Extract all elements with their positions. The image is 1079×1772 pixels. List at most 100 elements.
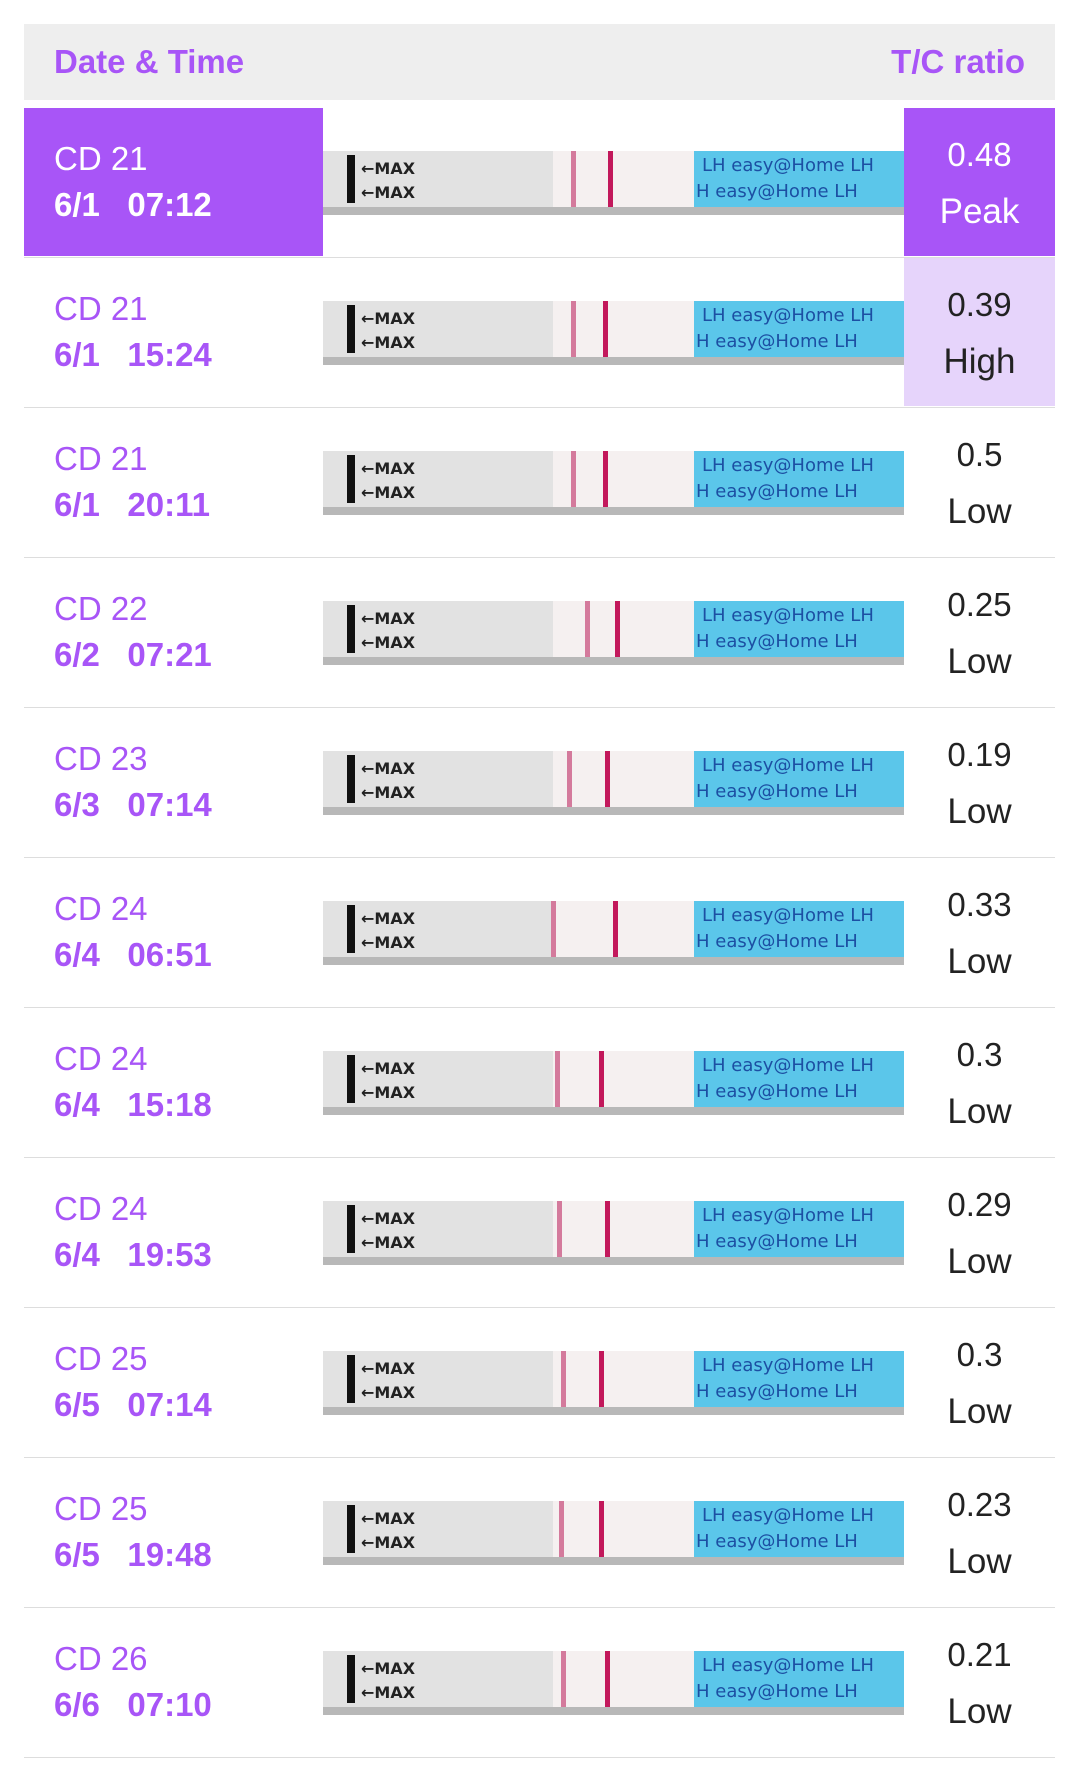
strip-brand-label: LH easy@Home LH H easy@Home LH: [694, 301, 904, 357]
strip-result-window: [553, 1351, 695, 1407]
strip-max-bar: [347, 455, 355, 503]
strip-shadow: [323, 507, 904, 515]
test-datetime: 6/5 19:48: [54, 1536, 212, 1573]
tc-ratio-value: 0.33: [947, 886, 1012, 923]
cycle-day: CD 21: [54, 290, 148, 327]
test-row[interactable]: CD 26 6/6 07:10 ←MAX ←MAX LH easy@Home L…: [24, 1608, 1055, 1758]
test-row[interactable]: CD 24 6/4 19:53 ←MAX ←MAX LH easy@Home L…: [24, 1158, 1055, 1308]
lh-level-label: Low: [947, 1392, 1012, 1431]
test-datetime: 6/1 20:11: [54, 486, 210, 523]
strip-max-label: ←MAX: [361, 1509, 416, 1528]
test-row[interactable]: CD 24 6/4 15:18 ←MAX ←MAX LH easy@Home L…: [24, 1008, 1055, 1158]
strip-max-label: ←MAX: [361, 1233, 416, 1252]
test-datetime: 6/1 15:24: [54, 336, 212, 373]
test-strip-photo[interactable]: ←MAX ←MAX LH easy@Home LH H easy@Home LH: [323, 1351, 904, 1415]
date-cell: CD 26 6/6 07:10: [24, 1608, 323, 1756]
strip-handle: [323, 1201, 553, 1257]
strip-brand-text: H easy@Home LH: [696, 1231, 858, 1252]
date-time-column-header: Date & Time: [54, 43, 245, 80]
strip-brand-text: LH easy@Home LH: [702, 1355, 874, 1376]
test-row[interactable]: CD 22 6/2 07:21 ←MAX ←MAX LH easy@Home L…: [24, 558, 1055, 708]
strip-max-label: ←MAX: [361, 633, 416, 652]
tc-ratio-value: 0.23: [947, 1486, 1012, 1523]
cycle-day: CD 26: [54, 1640, 148, 1677]
strip-brand-label: LH easy@Home LH H easy@Home LH: [694, 1051, 904, 1107]
strip-max-label: ←MAX: [361, 1533, 416, 1552]
test-strip-photo[interactable]: ←MAX ←MAX LH easy@Home LH H easy@Home LH: [323, 901, 904, 965]
tc-ratio-value: 0.25: [947, 586, 1012, 623]
strip-brand-text: LH easy@Home LH: [702, 455, 874, 476]
strip-brand-text: H easy@Home LH: [696, 481, 858, 502]
test-row[interactable]: CD 23 6/3 07:14 ←MAX ←MAX LH easy@Home L…: [24, 708, 1055, 858]
control-line: [603, 451, 608, 507]
tc-ratio-value: 0.5: [956, 436, 1003, 473]
strip-max-label: ←MAX: [361, 1059, 416, 1078]
strip-brand-text: LH easy@Home LH: [702, 1655, 874, 1676]
control-line: [603, 301, 608, 357]
tc-ratio-value: 0.3: [956, 1036, 1003, 1073]
cycle-day: CD 25: [54, 1340, 148, 1377]
strip-shadow: [323, 1557, 904, 1565]
strip-shadow: [323, 1107, 904, 1115]
strip-result-window: [553, 901, 695, 957]
test-row[interactable]: CD 21 6/1 20:11 ←MAX ←MAX LH easy@Home L…: [24, 408, 1055, 558]
test-datetime: 6/4 15:18: [54, 1086, 212, 1123]
strip-result-window: [553, 601, 695, 657]
test-strip-photo[interactable]: ←MAX ←MAX LH easy@Home LH H easy@Home LH: [323, 451, 904, 515]
strip-brand-text: H easy@Home LH: [696, 631, 858, 652]
strip-brand-label: LH easy@Home LH H easy@Home LH: [694, 1501, 904, 1557]
strip-max-bar: [347, 1205, 355, 1253]
date-cell: CD 22 6/2 07:21: [24, 558, 323, 706]
strip-shadow: [323, 957, 904, 965]
test-row[interactable]: CD 21 6/1 15:24 ←MAX ←MAX LH easy@Home L…: [24, 258, 1055, 408]
test-line: [551, 901, 556, 957]
strip-max-label: ←MAX: [361, 309, 416, 328]
test-row[interactable]: CD 21 6/1 07:12 ←MAX ←MAX LH easy@Home L…: [24, 108, 1055, 258]
strip-result-window: [553, 1501, 695, 1557]
test-strip-photo[interactable]: ←MAX ←MAX LH easy@Home LH H easy@Home LH: [323, 1201, 904, 1265]
test-row[interactable]: CD 25 6/5 07:14 ←MAX ←MAX LH easy@Home L…: [24, 1308, 1055, 1458]
tc-ratio-column-header: T/C ratio: [891, 43, 1025, 80]
cycle-day: CD 21: [54, 440, 148, 477]
strip-handle: [323, 451, 553, 507]
strip-max-label: ←MAX: [361, 1083, 416, 1102]
strip-max-bar: [347, 155, 355, 203]
strip-max-label: ←MAX: [361, 909, 416, 928]
cycle-day: CD 25: [54, 1490, 148, 1527]
test-datetime: 6/4 19:53: [54, 1236, 212, 1273]
strip-result-window: [553, 451, 695, 507]
tc-ratio-value: 0.19: [947, 736, 1012, 773]
test-strip-photo[interactable]: ←MAX ←MAX LH easy@Home LH H easy@Home LH: [323, 1051, 904, 1115]
strip-max-label: ←MAX: [361, 933, 416, 952]
test-strip-photo[interactable]: ←MAX ←MAX LH easy@Home LH H easy@Home LH: [323, 1501, 904, 1565]
test-strip-photo[interactable]: ←MAX ←MAX LH easy@Home LH H easy@Home LH: [323, 151, 904, 215]
date-cell: CD 25 6/5 19:48: [24, 1458, 323, 1606]
test-line: [557, 1201, 562, 1257]
strip-handle: [323, 901, 553, 957]
lh-level-label: Low: [947, 642, 1012, 681]
strip-max-bar: [347, 755, 355, 803]
test-strip-photo[interactable]: ←MAX ←MAX LH easy@Home LH H easy@Home LH: [323, 1651, 904, 1715]
strip-result-window: [553, 751, 695, 807]
strip-brand-text: LH easy@Home LH: [702, 1055, 874, 1076]
strip-result-window: [553, 1651, 695, 1707]
strip-max-label: ←MAX: [361, 459, 416, 478]
date-cell: CD 25 6/5 07:14: [24, 1308, 323, 1456]
strip-result-window: [553, 301, 695, 357]
strip-brand-label: LH easy@Home LH H easy@Home LH: [694, 601, 904, 657]
lh-level-label: Low: [947, 1692, 1012, 1731]
test-strip-photo[interactable]: ←MAX ←MAX LH easy@Home LH H easy@Home LH: [323, 301, 904, 365]
strip-handle: [323, 151, 553, 207]
strip-max-bar: [347, 1505, 355, 1553]
test-row[interactable]: CD 25 6/5 19:48 ←MAX ←MAX LH easy@Home L…: [24, 1458, 1055, 1608]
strip-brand-text: LH easy@Home LH: [702, 755, 874, 776]
strip-brand-label: LH easy@Home LH H easy@Home LH: [694, 451, 904, 507]
strip-brand-label: LH easy@Home LH H easy@Home LH: [694, 901, 904, 957]
test-row[interactable]: CD 24 6/4 06:51 ←MAX ←MAX LH easy@Home L…: [24, 858, 1055, 1008]
test-strip-photo[interactable]: ←MAX ←MAX LH easy@Home LH H easy@Home LH: [323, 601, 904, 665]
test-strip-photo[interactable]: ←MAX ←MAX LH easy@Home LH H easy@Home LH: [323, 751, 904, 815]
strip-shadow: [323, 657, 904, 665]
date-cell: CD 24 6/4 15:18: [24, 1008, 323, 1156]
ratio-cell: 0.21 Low: [904, 1608, 1055, 1756]
